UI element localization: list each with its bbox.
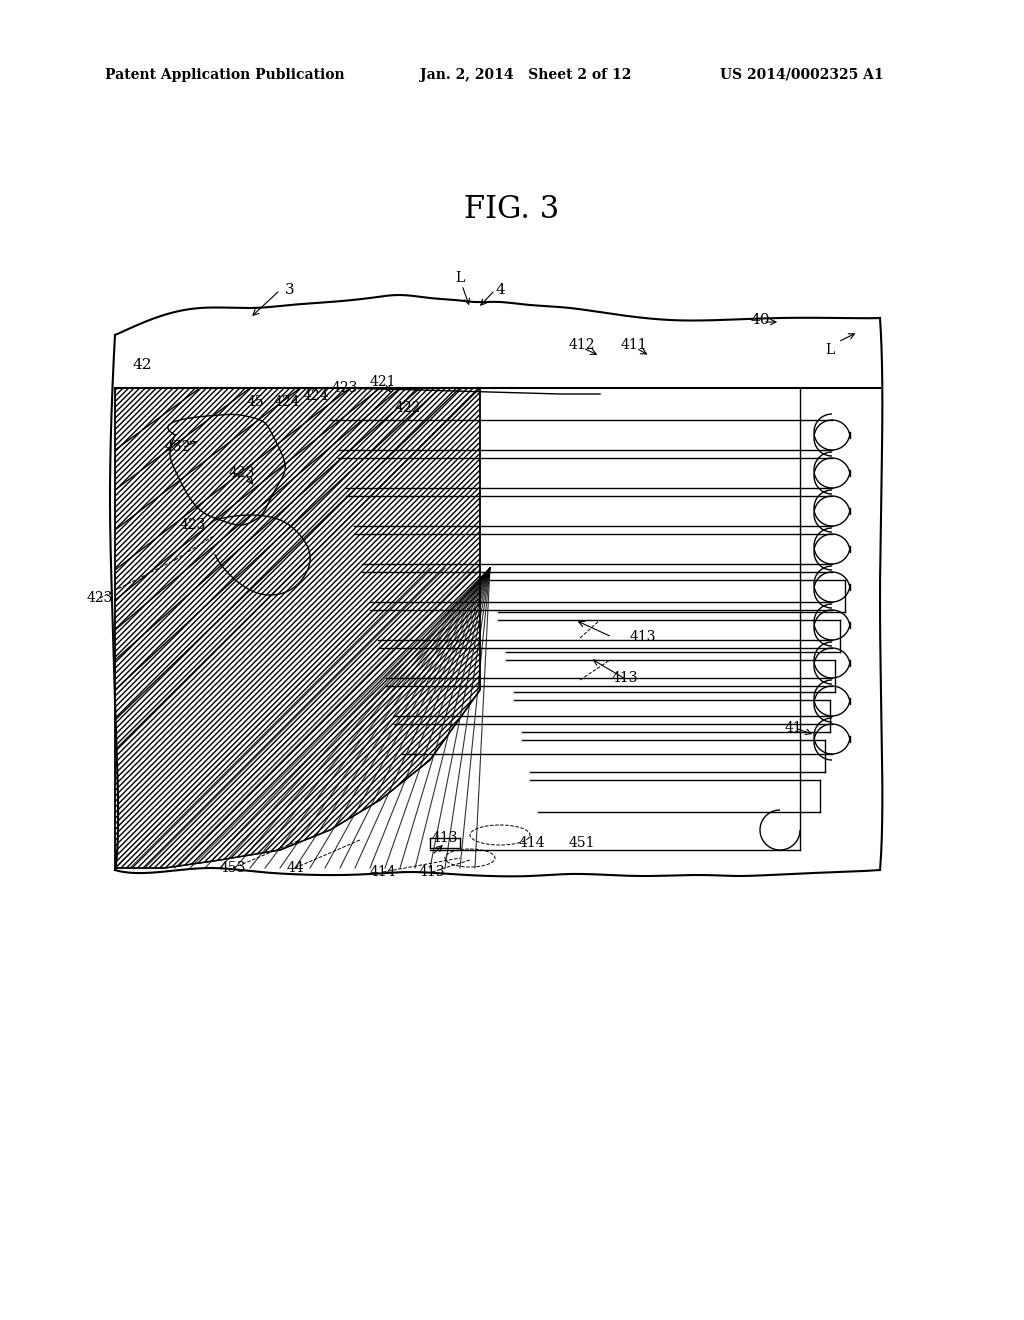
Text: 42: 42: [132, 358, 152, 372]
Text: FIG. 3: FIG. 3: [464, 194, 560, 226]
Text: US 2014/0002325 A1: US 2014/0002325 A1: [720, 69, 884, 82]
Text: 411: 411: [621, 338, 647, 352]
Text: 423: 423: [332, 381, 358, 395]
Text: 414: 414: [370, 865, 396, 879]
Text: 44: 44: [286, 861, 304, 875]
Text: 413: 413: [432, 832, 459, 845]
Text: 45: 45: [246, 395, 264, 409]
Text: 424: 424: [273, 395, 300, 409]
Text: L: L: [825, 343, 835, 356]
Text: Jan. 2, 2014   Sheet 2 of 12: Jan. 2, 2014 Sheet 2 of 12: [420, 69, 632, 82]
Text: 413: 413: [419, 865, 445, 879]
Text: 452: 452: [165, 440, 191, 454]
Text: 414: 414: [519, 836, 546, 850]
Text: 4: 4: [496, 282, 505, 297]
Text: 41: 41: [784, 721, 802, 735]
Text: 423: 423: [228, 466, 255, 480]
Text: 423: 423: [87, 591, 114, 605]
Text: 421: 421: [370, 375, 396, 389]
Text: L: L: [456, 271, 465, 285]
Text: 423: 423: [180, 517, 206, 532]
Text: 413: 413: [611, 671, 638, 685]
Text: 424: 424: [303, 389, 330, 403]
Text: 413: 413: [630, 630, 656, 644]
Text: 40: 40: [751, 313, 770, 327]
Text: 453: 453: [220, 861, 246, 875]
Text: 3: 3: [286, 282, 295, 297]
Text: 422: 422: [395, 401, 421, 414]
Text: 412: 412: [568, 338, 595, 352]
Text: Patent Application Publication: Patent Application Publication: [105, 69, 345, 82]
Text: 451: 451: [568, 836, 595, 850]
